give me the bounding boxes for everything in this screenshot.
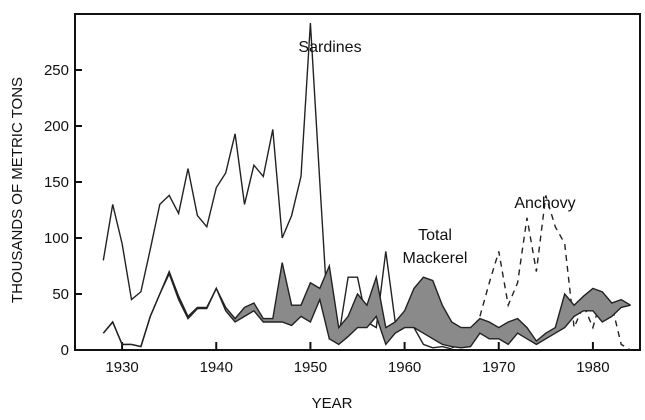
y-tick-label: 150: [44, 174, 69, 191]
x-tick-label: 1960: [388, 359, 421, 376]
x-tick-label: 1950: [294, 359, 327, 376]
y-tick-label: 250: [44, 62, 69, 79]
series-label: Anchovy: [514, 195, 576, 212]
series-label: Total Mackerel: [402, 227, 468, 267]
y-tick-label: 200: [44, 118, 69, 135]
series-line: [102, 262, 631, 348]
y-tick-label: 50: [52, 286, 69, 303]
y-tick-label: 0: [61, 342, 69, 359]
series-line: [451, 195, 631, 351]
series-line: [102, 22, 452, 350]
x-tick-label: 1970: [482, 359, 515, 376]
x-tick-label: 1930: [105, 359, 138, 376]
y-axis-label: THOUSANDS OF METRIC TONS: [9, 77, 26, 303]
x-tick-label: 1980: [576, 359, 609, 376]
x-axis-label: YEAR: [312, 395, 353, 412]
x-tick-label: 1940: [200, 359, 233, 376]
y-tick-label: 100: [44, 230, 69, 247]
series-line: [102, 271, 631, 349]
series-label: Sardines: [298, 39, 362, 56]
